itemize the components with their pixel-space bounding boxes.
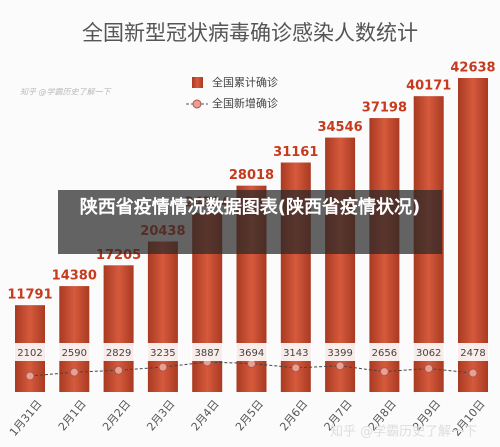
line-value-label: 2829 <box>106 348 131 359</box>
x-tick-label: 2月6日 <box>277 398 310 434</box>
line-label-box <box>146 343 179 361</box>
line-marker <box>69 367 79 377</box>
line-marker <box>25 371 35 381</box>
line-value-label: 3235 <box>150 348 175 359</box>
legend-marker <box>192 99 202 109</box>
bar-value-label: 14380 <box>52 269 97 284</box>
legend-label: 全国累计确诊 <box>212 75 278 89</box>
x-tick-label: 2月5日 <box>233 398 266 434</box>
line-label-box <box>324 343 357 361</box>
line-marker <box>379 367 389 377</box>
line-marker <box>335 361 345 371</box>
line-label-box <box>102 343 135 361</box>
line-marker <box>291 363 301 373</box>
line-value-label: 2590 <box>62 348 87 359</box>
line-label-box <box>412 343 445 361</box>
line-marker <box>158 362 168 372</box>
chart-title: 全国新型冠状病毒确诊感染人数统计 <box>82 21 418 45</box>
line-value-label: 3143 <box>283 348 308 359</box>
line-label-box <box>457 343 489 361</box>
bar-value-label: 11791 <box>7 288 52 303</box>
line-value-label: 3062 <box>416 348 441 359</box>
x-tick-label: 2月3日 <box>144 398 177 434</box>
bar-value-label: 42638 <box>450 61 495 76</box>
line-value-label: 2656 <box>372 348 397 359</box>
watermark: 知乎 @学霸历史了解一下 <box>330 424 477 440</box>
bar-value-label: 37198 <box>362 101 407 116</box>
line-label-box <box>279 343 312 361</box>
line-label-box <box>235 343 268 361</box>
line-label-box <box>14 343 46 361</box>
bar-value-label: 40171 <box>406 79 451 94</box>
line-marker <box>424 363 434 373</box>
line-value-label: 3399 <box>327 348 352 359</box>
x-tick-label: 2月1日 <box>56 398 89 434</box>
bar-value-label: 34546 <box>317 120 362 135</box>
x-tick-label: 1月31日 <box>7 398 45 439</box>
watermark: 知乎 @学霸历史了解一下 <box>20 88 113 97</box>
x-tick-label: 2月2日 <box>100 398 133 434</box>
overlay-caption: 陕西省疫情情况数据图表(陕西省疫情状况) <box>58 190 442 254</box>
line-value-label: 3694 <box>239 348 264 359</box>
bar <box>458 78 488 392</box>
bar-value-label: 28018 <box>229 168 274 183</box>
x-tick-label: 2月4日 <box>189 398 222 434</box>
line-value-label: 2478 <box>460 348 485 359</box>
line-marker <box>468 368 478 378</box>
bar-value-label: 31161 <box>273 145 318 160</box>
legend-label: 全国新增确诊 <box>212 96 278 110</box>
legend-swatch <box>192 77 203 88</box>
line-label-box <box>58 343 91 361</box>
line-label-box <box>191 343 224 361</box>
line-value-label: 3887 <box>194 348 219 359</box>
line-label-box <box>368 343 401 361</box>
line-value-label: 2102 <box>17 348 42 359</box>
line-marker <box>114 365 124 375</box>
